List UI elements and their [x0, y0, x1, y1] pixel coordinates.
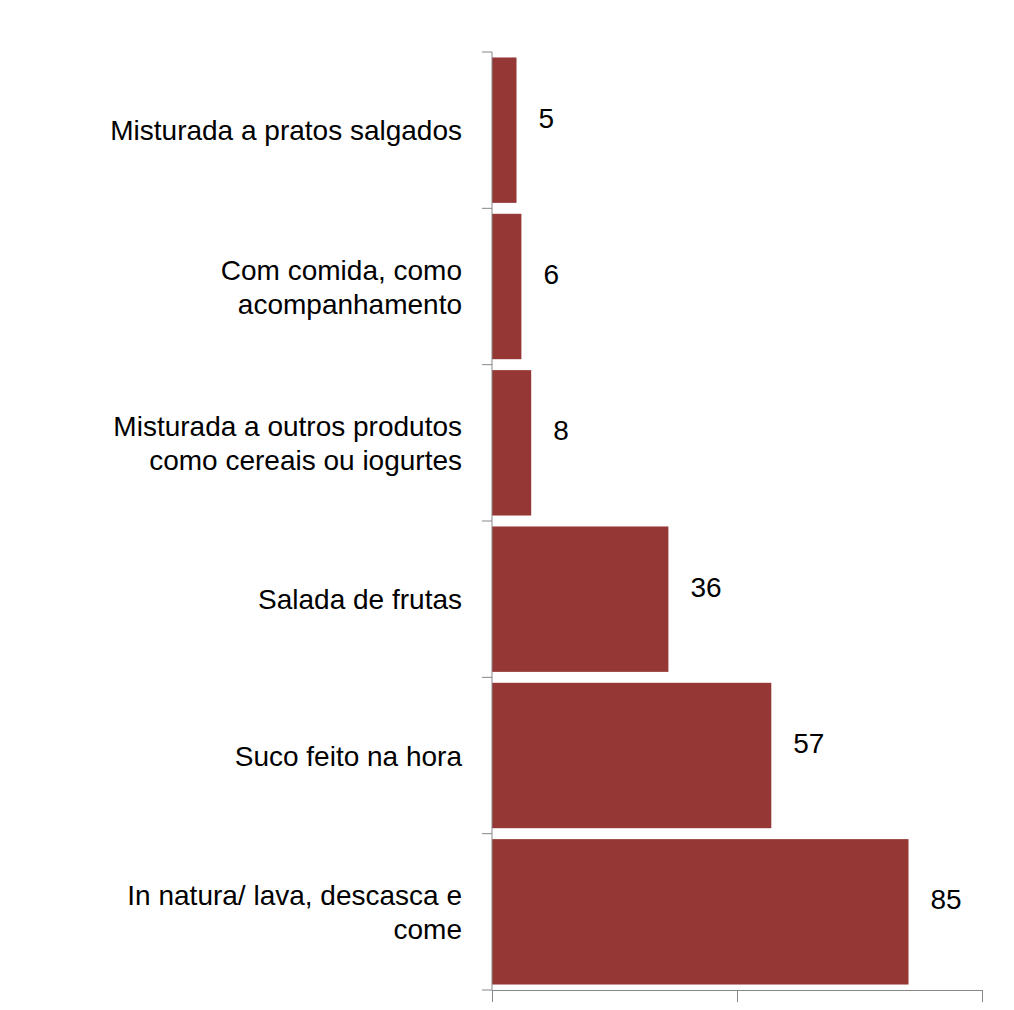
x-tick: [982, 990, 983, 1002]
y-tick-label: In natura/ lava, descasca ecome: [127, 879, 462, 944]
y-tick-label: Misturada a pratos salgados: [110, 115, 462, 146]
plot: [482, 52, 983, 1002]
y-tick-label: Suco feito na hora: [235, 740, 463, 771]
category-divider: [482, 990, 492, 991]
bar: [492, 526, 668, 671]
chart: Misturada a pratos salgados Com comida, c…: [0, 0, 1014, 1010]
y-tick-label: Salada de frutas: [258, 584, 462, 615]
category-divider: [482, 208, 492, 209]
data-label: 8: [553, 415, 569, 446]
y-axis: [482, 52, 492, 990]
category-divider: [482, 364, 492, 365]
data-label: 6: [543, 259, 559, 290]
category-divider: [482, 677, 492, 678]
x-tick: [492, 990, 493, 1002]
bar: [492, 57, 517, 202]
data-label: 57: [793, 728, 824, 759]
category-divider: [482, 521, 492, 522]
category-divider: [482, 833, 492, 834]
data-label: 36: [690, 572, 721, 603]
bars: [492, 57, 909, 984]
x-tick-mark: [737, 990, 738, 1002]
category-divider: [482, 52, 492, 53]
bar: [492, 214, 521, 359]
bar: [492, 839, 909, 984]
x-axis: [493, 990, 983, 1002]
x-tick-mark: [492, 990, 493, 1002]
data-label: 85: [931, 884, 962, 915]
x-tick: [737, 990, 738, 1002]
bar: [492, 683, 771, 828]
y-tick-label: Misturada a outros produtoscomo cereais …: [113, 410, 462, 475]
y-tick-labels: Misturada a pratos salgados Com comida, c…: [110, 115, 462, 945]
x-tick-mark: [982, 990, 983, 1002]
y-tick-label: Com comida, comoacompanhamento: [221, 254, 462, 319]
bar: [492, 370, 531, 515]
data-label: 5: [539, 103, 555, 134]
data-labels: 5 6 8 36 57 85: [539, 103, 962, 916]
